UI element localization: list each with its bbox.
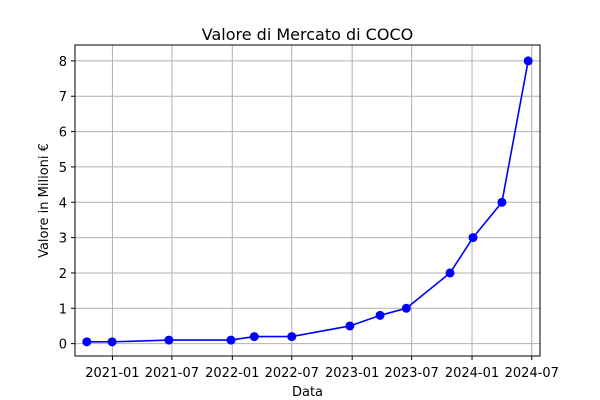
y-tick-label: 8: [59, 55, 67, 70]
y-tick-label: 7: [59, 90, 67, 105]
plot-frame: [74, 44, 541, 357]
data-point: [523, 56, 533, 66]
axes: 0 1 2 3 4 5 6 7 8 2021-01 2021-07 2022-01 2022-07 202…: [59, 55, 559, 381]
x-axis-label: Data: [292, 385, 323, 400]
data-point: [445, 268, 455, 278]
y-tick-label: 5: [59, 161, 67, 176]
chart-title: Valore di Mercato di COCO: [202, 25, 413, 44]
data-point: [82, 337, 92, 347]
data-point: [249, 332, 259, 342]
y-tick-label: 0: [59, 338, 67, 353]
x-tick-label: 2022-01: [205, 366, 259, 381]
x-tick-label: 2023-07: [384, 366, 438, 381]
data-point: [401, 303, 411, 313]
data-point: [164, 335, 174, 345]
x-tick-label: 2021-07: [145, 366, 199, 381]
y-tick-label: 4: [59, 196, 67, 211]
x-tick-label: 2024-07: [505, 366, 559, 381]
x-tick-label: 2021-01: [85, 366, 139, 381]
series-layer: [82, 56, 533, 347]
x-tick-label: 2023-01: [325, 366, 379, 381]
data-point: [375, 310, 385, 320]
grid: [75, 45, 540, 356]
y-axis-label: Valore in Milioni €: [37, 143, 52, 258]
x-tick-label: 2022-07: [265, 366, 319, 381]
data-point: [345, 321, 355, 331]
data-point: [226, 335, 236, 345]
y-tick-label: 1: [59, 302, 67, 317]
data-point: [107, 337, 117, 347]
x-tick-label: 2024-01: [445, 366, 499, 381]
data-point: [497, 197, 507, 207]
data-point: [468, 233, 478, 243]
y-tick-label: 6: [59, 126, 67, 141]
y-tick-label: 3: [59, 232, 67, 247]
y-tick-label: 2: [59, 267, 67, 282]
data-point: [287, 332, 297, 342]
